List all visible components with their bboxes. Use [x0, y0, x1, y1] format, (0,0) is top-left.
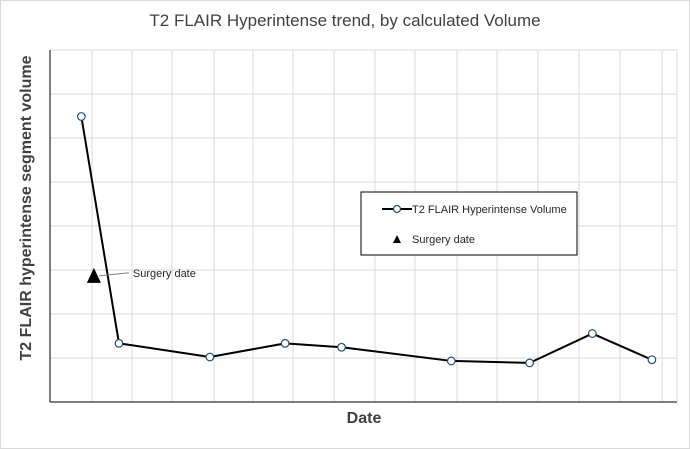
series-layer	[76, 112, 657, 368]
legend-label-surgery: Surgery date	[412, 234, 475, 246]
data-point-volume	[76, 112, 86, 121]
data-point-volume	[587, 329, 597, 338]
chart-title: T2 FLAIR Hyperintense trend, by calculat…	[149, 11, 540, 30]
legend-circle-marker	[392, 204, 402, 214]
legend-label-volume: T2 FLAIR Hyperintense Volume	[412, 204, 567, 216]
data-point-volume	[114, 338, 124, 348]
annotation-leader-line	[98, 272, 129, 277]
data-point-volume	[337, 342, 346, 352]
data-point-volume	[280, 338, 290, 348]
y-axis-label: T2 FLAIR hyperintense segment volume	[18, 55, 35, 360]
data-point-surgery	[86, 267, 101, 283]
legend: T2 FLAIR Hyperintense Volume Surgery dat…	[360, 191, 578, 256]
annotations-layer: Surgery date	[98, 268, 196, 280]
data-point-volume	[205, 352, 215, 362]
data-point-volume	[525, 358, 535, 368]
x-axis-label: Date	[347, 410, 382, 427]
annotation-surgery-date: Surgery date	[133, 268, 196, 280]
data-point-volume	[446, 356, 456, 366]
legend-triangle-marker	[393, 235, 401, 243]
legend-box	[360, 191, 578, 256]
data-point-volume	[647, 355, 657, 365]
axes	[49, 50, 677, 403]
